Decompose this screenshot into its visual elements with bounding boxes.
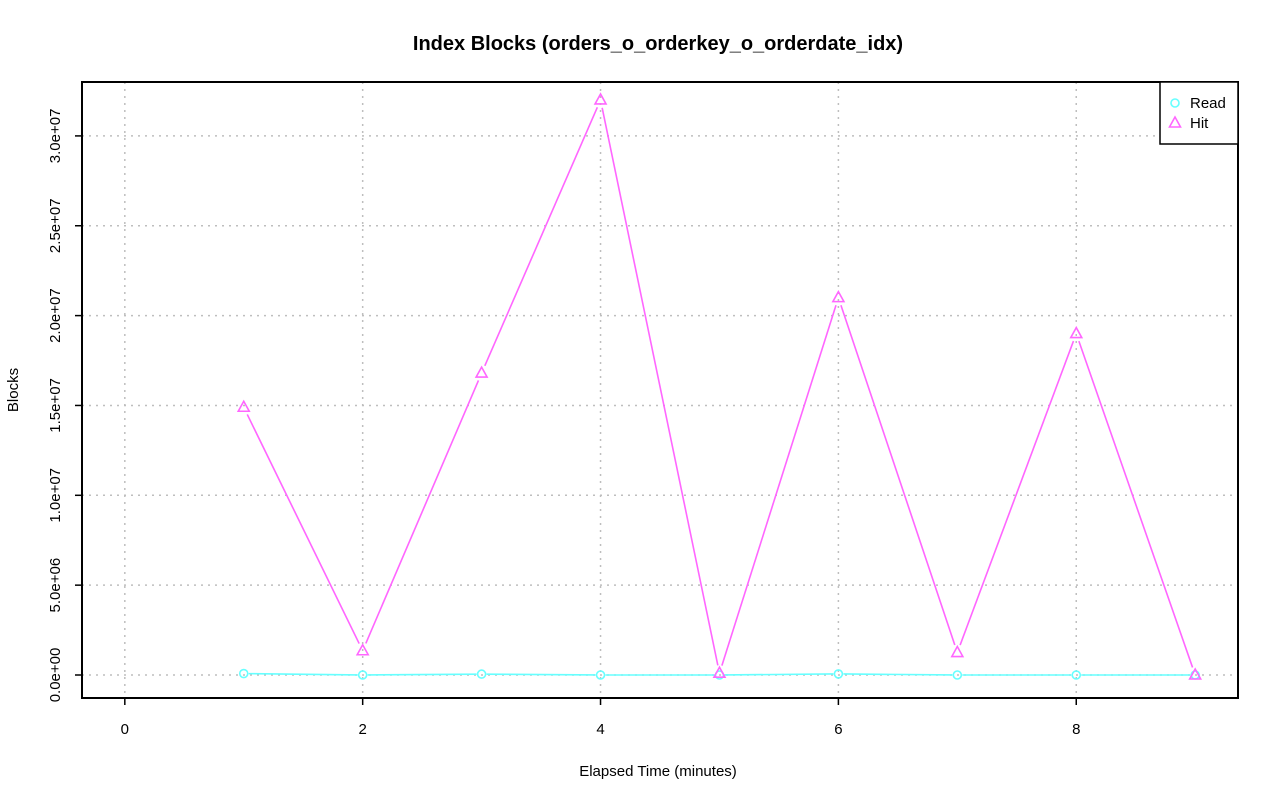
hit-line-segment (365, 380, 480, 644)
legend-marker-read (1170, 98, 1180, 108)
y-tick-label: 0.0e+00 (47, 648, 64, 703)
hit-point (236, 399, 251, 413)
read-point (238, 668, 249, 679)
read-point (952, 670, 963, 680)
hit-line-segment (959, 340, 1075, 646)
hit-point (1069, 325, 1084, 339)
axes: 0 2 4 6 8 0.0e+00 5.0e+06 1.0e+07 1.5e+07 2.0e+07… (47, 109, 1080, 738)
read-point (357, 670, 368, 680)
chart-title: Index Blocks (orders_o_orderkey_o_orderd… (413, 33, 903, 55)
read-line-segment (843, 673, 953, 676)
legend-marker-hit (1168, 115, 1182, 128)
read-point (595, 670, 606, 680)
x-tick-label: 0 (121, 721, 129, 738)
y-tick-label: 5.0e+06 (47, 558, 64, 613)
read-point (833, 669, 844, 679)
series (236, 92, 1203, 680)
hit-point (1188, 667, 1203, 680)
hit-point (831, 289, 846, 303)
legend-box (1159, 81, 1239, 145)
legend-label-read: Read (1190, 95, 1226, 112)
y-tick-label: 3.0e+07 (47, 109, 64, 164)
hit-line-segment (840, 304, 956, 646)
legend: Read Hit (1159, 81, 1239, 145)
hit-point (355, 643, 370, 656)
x-tick-label: 2 (359, 721, 367, 738)
read-line-segment (367, 673, 477, 676)
hit-line-segment (246, 414, 360, 644)
hit-line-segment (1078, 340, 1194, 668)
y-axis-label: Blocks (5, 368, 22, 412)
series-hit (236, 92, 1203, 680)
hit-line-segment (484, 106, 599, 367)
y-tick-label: 1.0e+07 (47, 468, 64, 523)
hit-line-segment (601, 107, 719, 666)
read-point (1071, 670, 1082, 680)
read-line-segment (248, 672, 358, 676)
x-axis-label: Elapsed Time (minutes) (579, 763, 737, 780)
plot-frame (81, 81, 1239, 699)
x-tick-label: 8 (1072, 721, 1080, 738)
hit-point (474, 365, 489, 378)
grid (82, 82, 1238, 698)
y-tick-label: 2.5e+07 (47, 198, 64, 253)
hit-point (950, 644, 965, 658)
read-point (476, 669, 487, 679)
x-tick-label: 6 (834, 721, 842, 738)
legend-label-hit: Hit (1190, 115, 1209, 132)
read-line-segment (724, 673, 834, 676)
series-read (238, 668, 1200, 680)
y-tick-label: 1.5e+07 (47, 378, 64, 433)
x-tick-label: 4 (596, 721, 604, 738)
hit-point (593, 92, 608, 105)
read-line-segment (486, 673, 596, 676)
y-tick-label: 2.0e+07 (47, 288, 64, 343)
hit-point (712, 665, 727, 679)
hit-line-segment (721, 305, 837, 666)
